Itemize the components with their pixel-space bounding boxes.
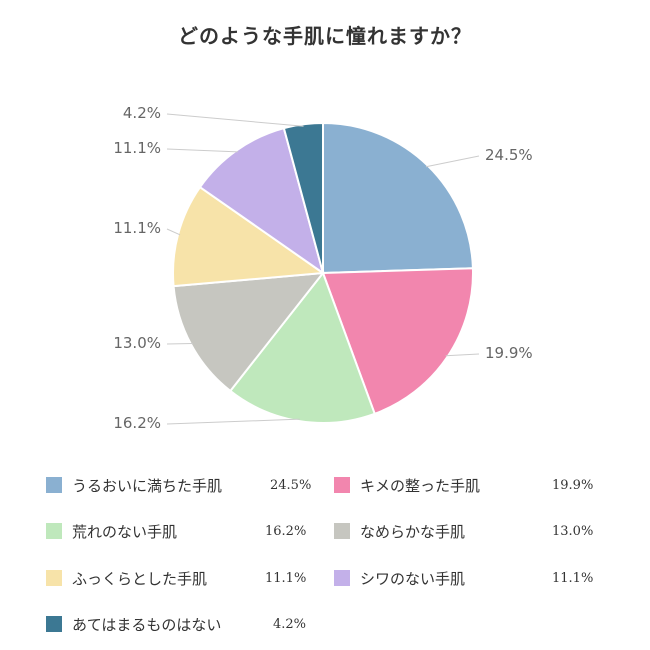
pie-slice-nameraka [172, 271, 326, 393]
leader-line-fukkura [166, 228, 181, 236]
data-label-nameraka: 13.0% [113, 334, 161, 352]
data-label-kime: 19.9% [485, 344, 533, 362]
pie-slice-kime [321, 267, 474, 416]
data-label-uruoi: 24.5% [485, 146, 533, 164]
data-label-shiwa: 11.1% [113, 139, 161, 157]
pie-slice-are [228, 270, 376, 424]
chart-title: どのような手肌に憧れますか？ [178, 24, 472, 48]
leader-line-nameraka [166, 342, 193, 345]
data-label-nashi: 4.2% [123, 104, 161, 122]
leader-line-shiwa [166, 148, 238, 153]
leader-line-are [166, 418, 300, 425]
leader-line-nashi [166, 113, 304, 127]
leader-line-uruoi [425, 155, 480, 168]
pie-slice-nashi [282, 121, 324, 274]
pie-slice-shiwa [198, 126, 325, 276]
data-label-fukkura: 11.1% [113, 219, 161, 237]
leader-line-kime [445, 353, 480, 357]
data-label-are: 16.2% [113, 414, 161, 432]
pie-slice-uruoi [322, 121, 474, 275]
